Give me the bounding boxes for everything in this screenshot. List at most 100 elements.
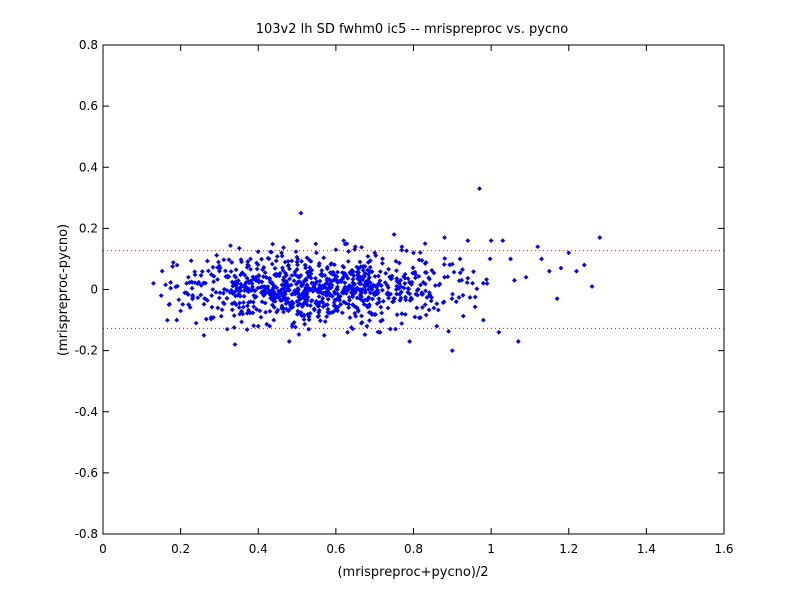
data-point	[286, 308, 291, 314]
data-point	[233, 302, 239, 308]
data-point	[244, 275, 250, 281]
data-point	[248, 278, 254, 284]
data-point	[359, 319, 365, 325]
data-point	[173, 284, 179, 290]
data-point	[393, 287, 399, 292]
data-point	[248, 256, 253, 262]
data-point	[247, 310, 253, 316]
data-point	[335, 287, 340, 292]
data-point	[168, 285, 174, 291]
data-point	[420, 305, 425, 310]
data-point	[464, 280, 470, 286]
data-point	[402, 311, 408, 317]
data-point	[351, 273, 357, 279]
data-point	[487, 256, 493, 262]
data-point	[318, 272, 324, 278]
data-point	[288, 303, 294, 309]
data-point	[317, 318, 323, 324]
data-point	[378, 304, 384, 310]
data-point	[431, 305, 437, 311]
data-point	[306, 314, 312, 320]
data-point	[312, 307, 317, 313]
data-point	[299, 258, 304, 264]
data-point	[227, 290, 233, 295]
data-point	[337, 297, 343, 303]
data-point	[354, 264, 360, 270]
data-point	[378, 318, 384, 324]
data-point	[252, 288, 258, 294]
data-point	[423, 312, 429, 318]
data-point	[367, 269, 373, 274]
data-point	[316, 313, 322, 319]
data-point	[217, 268, 222, 274]
data-point	[261, 265, 267, 270]
data-point	[558, 265, 564, 271]
x-tick-label: 1.6	[714, 542, 733, 556]
data-point	[246, 280, 252, 286]
data-point	[402, 281, 408, 286]
data-point	[345, 329, 350, 335]
data-point	[213, 289, 219, 295]
data-point	[341, 299, 347, 305]
data-point	[298, 210, 304, 216]
data-point	[324, 276, 330, 282]
data-point	[413, 272, 418, 277]
data-point	[251, 304, 257, 310]
data-point	[216, 263, 222, 269]
data-point	[345, 285, 351, 291]
data-point	[228, 243, 233, 249]
data-point	[426, 275, 432, 281]
data-point	[273, 271, 279, 277]
data-point	[164, 317, 170, 323]
x-axis-ticks: 0 0.2 0.4 0.6 0.8 1 1.2 1.4 1.6	[99, 45, 734, 556]
data-point	[308, 271, 314, 277]
data-point	[287, 266, 292, 272]
x-axis-label: (mrispreproc+pycno)/2	[337, 565, 488, 580]
data-point	[229, 260, 235, 265]
data-point	[453, 299, 459, 305]
data-point	[460, 267, 465, 272]
data-point	[306, 326, 312, 332]
data-point	[345, 275, 351, 281]
data-point	[459, 277, 465, 283]
data-point	[399, 247, 405, 253]
data-point	[170, 260, 176, 265]
data-point	[220, 300, 226, 306]
data-point	[192, 272, 198, 278]
data-point	[185, 274, 191, 280]
data-point	[396, 260, 402, 266]
data-point	[441, 262, 447, 267]
data-point	[195, 295, 201, 301]
data-point	[344, 288, 349, 293]
data-point	[364, 323, 370, 329]
data-point	[382, 280, 388, 285]
data-point	[406, 279, 412, 285]
data-point	[288, 300, 294, 306]
data-point	[351, 303, 356, 308]
data-point	[380, 256, 385, 262]
data-point	[411, 250, 416, 256]
y-tick-label: -0.8	[75, 527, 98, 541]
data-point	[273, 258, 279, 264]
data-point	[316, 263, 322, 269]
data-point	[289, 273, 295, 278]
data-point	[360, 267, 366, 273]
data-point	[417, 250, 423, 256]
data-point	[321, 255, 327, 261]
data-point	[237, 311, 243, 317]
data-point	[435, 307, 441, 313]
data-point	[319, 298, 325, 304]
data-point	[184, 280, 189, 286]
data-point	[254, 266, 260, 272]
data-point	[302, 321, 308, 327]
data-point	[199, 269, 205, 274]
data-point	[371, 291, 376, 296]
data-point	[394, 291, 400, 297]
data-point	[314, 250, 319, 256]
data-point	[288, 282, 294, 288]
data-point	[457, 270, 463, 276]
data-point	[286, 283, 292, 289]
data-point	[228, 269, 234, 274]
data-point	[231, 325, 237, 330]
data-point	[268, 291, 274, 297]
